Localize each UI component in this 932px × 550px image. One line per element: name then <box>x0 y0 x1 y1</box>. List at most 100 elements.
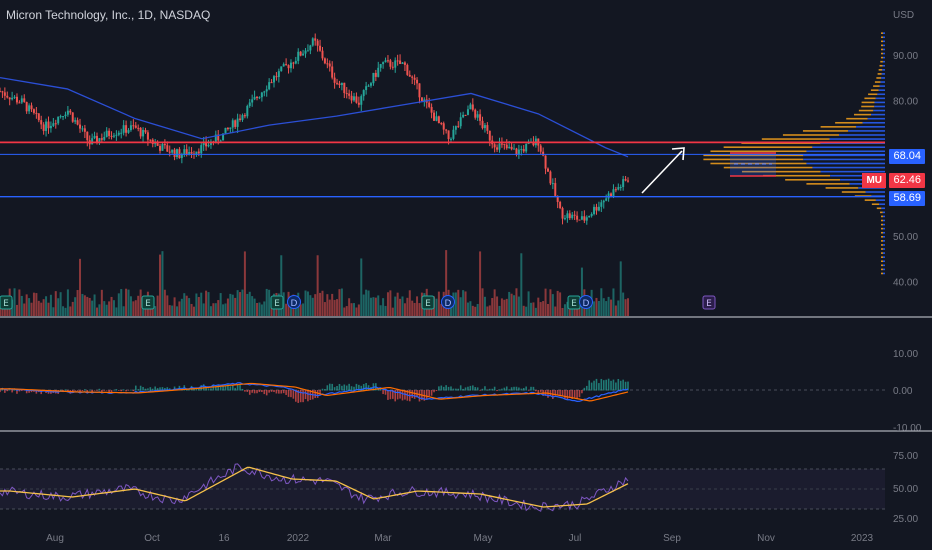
macd-histogram-bar <box>440 385 443 391</box>
macd-histogram-bar <box>442 386 445 391</box>
candle-body <box>188 152 191 155</box>
volume-bar <box>348 298 351 316</box>
candle-body <box>595 206 598 211</box>
volume-bar <box>241 289 244 316</box>
candle-body <box>292 62 295 64</box>
macd-histogram-bar <box>132 390 135 392</box>
macd-histogram-bar <box>319 390 321 395</box>
macd-histogram-bar <box>16 390 18 394</box>
rsi-pane[interactable] <box>0 463 885 512</box>
volume-bar <box>299 304 302 316</box>
volume-profile-bar <box>881 44 883 47</box>
earnings-marker-label: E <box>425 299 431 309</box>
volume-bar <box>622 292 625 316</box>
volume-bar <box>258 302 261 316</box>
candle-body <box>13 96 16 98</box>
volume-profile-bar <box>881 244 883 246</box>
macd-histogram-bar <box>362 384 365 391</box>
macd-histogram-bar <box>522 388 525 391</box>
candle-body <box>384 60 387 63</box>
macd-histogram-bar <box>387 390 389 400</box>
volume-profile-bar <box>881 40 883 43</box>
time-tick-label: Oct <box>144 533 160 544</box>
macd-histogram-bar <box>554 390 557 396</box>
volume-bar <box>457 289 460 316</box>
volume-bar <box>403 303 406 316</box>
candle-body <box>423 99 426 102</box>
volume-bar <box>163 289 166 316</box>
candle-body <box>326 63 329 65</box>
volume-bar <box>149 304 152 316</box>
volume-bar <box>527 291 530 316</box>
volume-bar <box>532 302 535 316</box>
volume-bar <box>614 305 617 316</box>
candle-body <box>345 93 348 95</box>
earnings-marker <box>421 295 435 310</box>
macd-histogram-bar <box>299 390 302 403</box>
macd-histogram-bar <box>479 390 481 391</box>
volume-bar <box>13 288 16 316</box>
volume-bar <box>256 302 259 316</box>
candle-body <box>280 66 283 72</box>
volume-profile-bar <box>876 77 882 79</box>
macd-histogram-bar <box>530 386 532 391</box>
volume-profile-bar <box>882 211 885 214</box>
macd-histogram-bar <box>392 390 394 399</box>
volume-bar <box>285 303 288 316</box>
volume-bar <box>343 307 346 316</box>
volume-bar <box>86 296 89 316</box>
candle-body <box>542 151 545 156</box>
volume-profile-bar <box>881 264 883 267</box>
candle-body <box>573 214 576 216</box>
candle-body <box>559 201 562 209</box>
volume-profile-bar <box>723 166 813 169</box>
volume-profile-bar <box>861 105 875 108</box>
macd-tick-label: 10.00 <box>893 349 918 360</box>
candle-body <box>253 96 256 100</box>
macd-histogram-bar <box>467 386 469 391</box>
macd-histogram-bar <box>151 388 154 391</box>
volume-bar <box>185 295 188 316</box>
rsi-tick-label: 25.00 <box>893 514 918 525</box>
volume-bar <box>62 306 65 316</box>
volume-bar <box>382 298 385 316</box>
macd-histogram-bar <box>491 388 494 391</box>
macd-pane[interactable] <box>0 378 885 403</box>
macd-histogram-bar <box>147 388 149 391</box>
volume-bar <box>546 303 549 316</box>
macd-histogram-bar <box>224 386 227 391</box>
macd-histogram-bar <box>1 388 4 391</box>
candle-body <box>239 118 242 120</box>
volume-bar <box>81 293 84 316</box>
candle-body <box>369 83 372 86</box>
volume-bar <box>522 305 525 316</box>
volume-bar <box>219 293 222 316</box>
candle-body <box>408 74 411 77</box>
macd-histogram-bar <box>566 390 569 400</box>
volume-bar <box>476 303 479 316</box>
macd-histogram-bar <box>462 388 464 391</box>
candle-body <box>462 114 465 118</box>
candle-body <box>437 116 440 124</box>
macd-histogram-bar <box>513 386 515 391</box>
volume-bar <box>302 303 305 316</box>
candle-body <box>612 189 615 197</box>
upcoming-earnings-marker <box>702 295 716 310</box>
macd-histogram-bar <box>30 390 33 393</box>
candle-body <box>69 110 72 113</box>
macd-histogram-bar <box>430 390 433 396</box>
macd-histogram-bar <box>348 383 350 391</box>
candle-body <box>600 202 603 207</box>
projection-box <box>730 153 776 176</box>
volume-profile-bar <box>880 211 883 214</box>
volume-bar <box>617 300 620 316</box>
volume-bar <box>309 295 312 316</box>
volume-bar <box>391 307 394 316</box>
volume-bar <box>32 292 35 316</box>
volume-bar <box>416 296 419 316</box>
time-tick-label: 16 <box>218 533 230 544</box>
candle-body <box>411 76 414 78</box>
volume-bar <box>571 307 574 316</box>
